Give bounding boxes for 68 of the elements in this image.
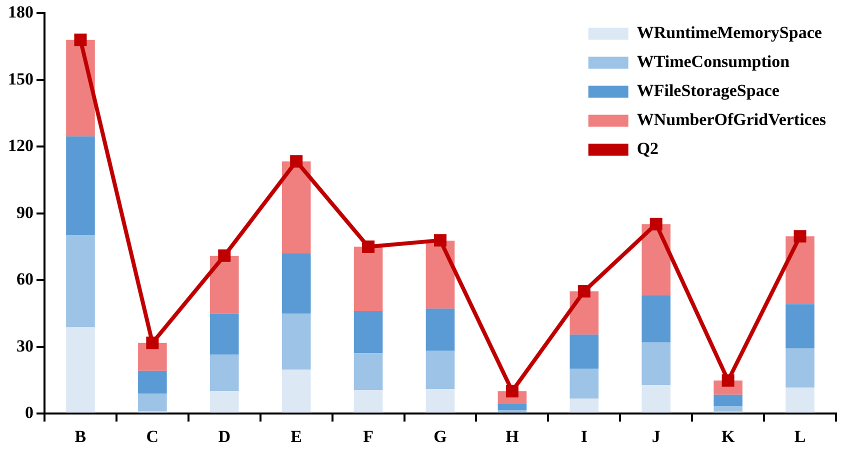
bar — [570, 334, 599, 369]
legend-label: WNumberOfGridVertices — [636, 110, 826, 130]
bar — [642, 342, 671, 386]
bar — [570, 398, 599, 413]
bar — [714, 394, 742, 406]
point — [362, 240, 375, 254]
bar — [570, 368, 599, 398]
point — [218, 249, 231, 262]
y-tick-label: 150 — [8, 69, 34, 88]
x-tick-label: D — [218, 427, 231, 446]
x-tick-label: E — [290, 427, 302, 446]
legend-label: Q2 — [636, 139, 659, 158]
point — [578, 285, 590, 298]
bar — [282, 314, 311, 370]
point — [722, 374, 734, 387]
bar — [210, 314, 239, 355]
x-tick-label: G — [434, 427, 447, 446]
bar — [786, 236, 814, 304]
x-tick-label: K — [721, 427, 736, 446]
bar — [282, 161, 311, 254]
bar — [786, 388, 814, 413]
bar — [642, 385, 671, 413]
y-tick-label: 30 — [16, 336, 34, 356]
bar — [210, 256, 239, 314]
bar — [426, 350, 455, 390]
bar — [786, 304, 814, 348]
bar — [282, 253, 311, 314]
bar — [210, 391, 239, 413]
point — [506, 384, 518, 398]
bar — [354, 246, 383, 312]
y-tick-label: 60 — [16, 270, 34, 289]
x-tick-label: B — [74, 427, 86, 446]
bar — [282, 370, 311, 413]
point — [794, 230, 806, 243]
bar — [66, 234, 95, 328]
bar — [210, 354, 239, 392]
y-tick-label: 120 — [8, 136, 34, 156]
bar — [66, 136, 95, 235]
bar — [426, 389, 455, 413]
point — [74, 34, 87, 46]
bar — [426, 308, 455, 351]
point — [650, 218, 662, 230]
bar — [354, 311, 383, 354]
y-tick-label: 0 — [25, 402, 34, 422]
x-tick-label: C — [146, 427, 159, 446]
bar — [138, 342, 167, 371]
x-tick-label: L — [794, 427, 806, 446]
bar — [786, 348, 814, 388]
x-tick-label: F — [363, 427, 374, 446]
bar — [642, 295, 671, 342]
bar — [498, 404, 527, 410]
bar — [354, 390, 383, 413]
bar — [714, 406, 742, 412]
x-tick-label: J — [652, 427, 661, 446]
x-tick-label: H — [506, 427, 519, 446]
legend-label: WTimeConsumption — [636, 52, 790, 72]
legend-label: WFileStorageSpace — [636, 81, 780, 100]
y-tick-label: 90 — [16, 202, 34, 222]
bar — [138, 394, 167, 412]
point — [290, 155, 303, 168]
x-tick-label: I — [580, 427, 588, 446]
bar — [66, 327, 95, 413]
bar — [354, 353, 383, 390]
bar — [138, 370, 167, 394]
y-tick-label: 180 — [8, 2, 34, 22]
legend-label: WRuntimeMemorySpace — [636, 23, 822, 42]
point — [146, 336, 159, 350]
point — [434, 234, 446, 247]
